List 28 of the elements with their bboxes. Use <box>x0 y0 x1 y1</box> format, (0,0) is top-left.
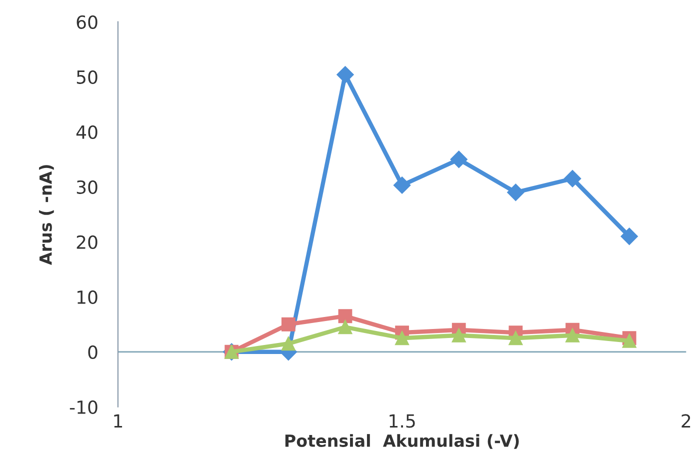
x-tick-label: 1.5 <box>390 414 415 428</box>
y-tick-label: -10 <box>70 400 98 414</box>
y-tick-label: 40 <box>76 125 98 139</box>
x-tick-label: 1 <box>114 414 122 428</box>
y-tick-label: 50 <box>76 70 98 84</box>
y-tick-label: 30 <box>76 180 98 194</box>
point <box>336 66 354 84</box>
y-tick-label: 0 <box>88 345 98 359</box>
point <box>566 328 580 342</box>
point <box>338 320 352 334</box>
point <box>395 331 409 346</box>
point <box>507 184 524 201</box>
point <box>564 170 582 188</box>
point <box>622 334 636 348</box>
y-axis-title: Arus ( -nA) <box>39 165 54 265</box>
y-tick-label: 20 <box>76 235 98 249</box>
y-tick-label: 10 <box>78 290 98 304</box>
point <box>452 328 466 342</box>
x-tick-label: 2 <box>682 414 690 428</box>
x-axis-title: Potensial Akumulasi (-V) <box>285 434 519 449</box>
point <box>450 150 468 168</box>
point <box>281 336 296 351</box>
point <box>281 317 296 332</box>
point <box>620 228 638 245</box>
point <box>508 331 523 346</box>
point <box>393 176 411 194</box>
y-tick-label: 60 <box>76 15 98 29</box>
point <box>338 309 352 324</box>
